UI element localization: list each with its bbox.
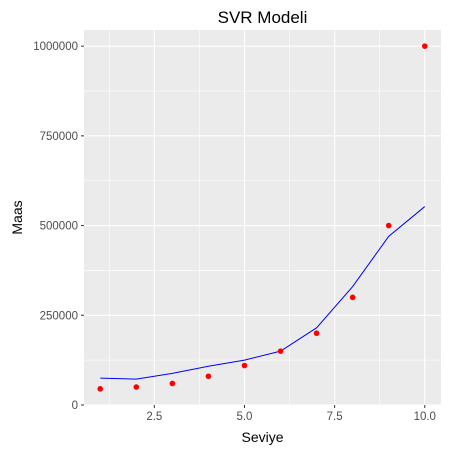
data-points: [97, 43, 428, 392]
grid-minor: [84, 30, 441, 405]
y-tick-label: 750000: [40, 131, 78, 143]
plot-panel: [84, 30, 441, 405]
y-tick-label: 500000: [40, 221, 78, 233]
data-point: [133, 384, 140, 390]
y-tick-label: 0: [72, 400, 78, 412]
data-point: [313, 330, 320, 337]
data-point: [169, 380, 176, 387]
x-axis-title: Seviye: [241, 429, 283, 445]
data-point: [277, 348, 284, 354]
x-axis-ticks: 2.5 5.0 7.5 10.0: [146, 405, 436, 423]
x-tick-label: 5.0: [236, 411, 252, 423]
y-tick-label: 1000000: [33, 41, 78, 53]
y-axis-ticks: 0 250000 500000 750000 1000000: [33, 41, 84, 412]
y-tick-label: 250000: [40, 310, 78, 322]
data-point: [241, 362, 248, 369]
grid-major: [84, 30, 441, 406]
data-point: [421, 43, 428, 49]
x-tick-label: 2.5: [146, 411, 162, 423]
data-point: [385, 222, 392, 229]
chart-title: SVR Modeli: [218, 8, 308, 27]
data-point: [349, 294, 356, 301]
y-axis-title: Maas: [9, 200, 25, 234]
x-tick-label: 7.5: [327, 411, 343, 423]
data-point: [97, 386, 104, 392]
x-tick-label: 10.0: [414, 411, 436, 423]
svr-fit-line: [100, 206, 426, 380]
data-point: [205, 373, 212, 380]
